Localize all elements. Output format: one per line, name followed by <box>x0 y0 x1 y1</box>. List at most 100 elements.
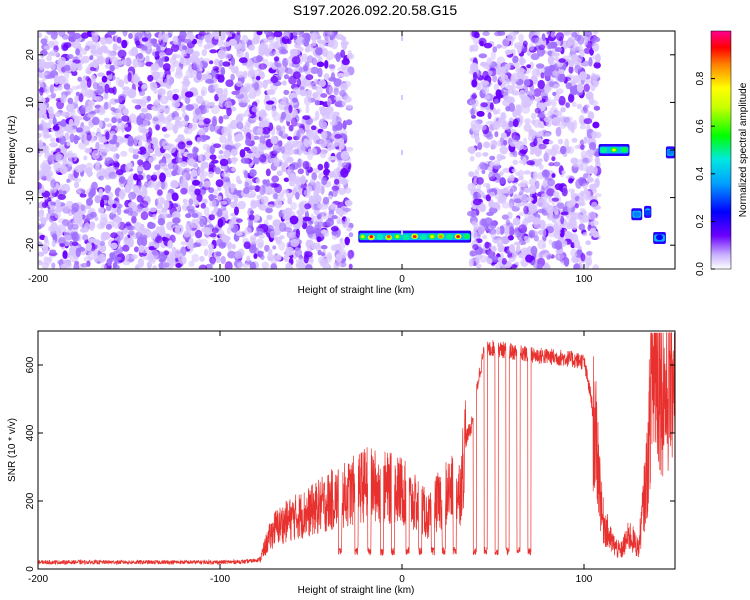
noise-blob <box>96 56 104 65</box>
noise-blob <box>146 174 151 179</box>
noise-blob <box>296 78 302 88</box>
noise-blob <box>468 258 474 267</box>
noise-blob <box>579 207 586 214</box>
noise-blob <box>518 150 527 157</box>
noise-blob <box>50 201 56 207</box>
noise-blob <box>531 68 541 78</box>
noise-blob <box>49 205 55 210</box>
noise-blob <box>587 111 595 121</box>
noise-blob <box>231 167 236 172</box>
noise-blob <box>155 226 161 234</box>
noise-blob <box>160 181 166 190</box>
noise-blob <box>208 164 217 173</box>
noise-blob <box>235 80 243 87</box>
noise-blob <box>555 127 562 137</box>
noise-blob <box>180 178 188 187</box>
noise-blob <box>298 47 304 52</box>
noise-blob <box>491 256 500 263</box>
noise-blob <box>257 127 264 134</box>
noise-blob <box>473 31 480 39</box>
noise-blob <box>292 71 301 80</box>
noise-blob <box>257 250 265 255</box>
noise-blob <box>538 143 547 150</box>
noise-blob <box>270 135 278 145</box>
noise-blob <box>513 241 522 246</box>
signal-track <box>598 144 630 156</box>
noise-blob <box>181 104 187 113</box>
noise-blob <box>482 70 489 81</box>
noise-blob <box>256 227 264 236</box>
noise-blob <box>233 194 238 205</box>
noise-blob <box>340 150 350 161</box>
noise-blob <box>81 32 90 39</box>
noise-blob <box>132 153 139 160</box>
noise-blob <box>583 118 593 125</box>
noise-blob <box>50 31 58 40</box>
noise-blob <box>343 71 350 77</box>
noise-blob <box>316 236 322 243</box>
noise-blob <box>264 31 272 36</box>
noise-blob <box>164 56 170 62</box>
noise-blob <box>159 172 166 183</box>
noise-blob <box>570 157 579 165</box>
noise-blob <box>502 99 511 107</box>
noise-blob <box>103 92 109 100</box>
noise-blob <box>39 64 44 71</box>
noise-blob <box>67 158 73 167</box>
noise-blob <box>239 44 247 50</box>
noise-blob <box>240 86 249 96</box>
noise-blob <box>524 118 531 125</box>
noise-blob <box>509 142 517 147</box>
noise-blob <box>96 85 105 95</box>
noise-blob <box>42 122 51 130</box>
noise-blob <box>273 193 279 200</box>
noise-blob <box>533 220 542 229</box>
noise-blob <box>86 70 92 75</box>
track-peak <box>369 235 374 239</box>
noise-blob <box>580 252 586 262</box>
noise-blob <box>593 105 601 111</box>
noise-blob <box>41 97 46 103</box>
noise-blob <box>71 202 80 212</box>
noise-blob <box>586 250 593 256</box>
noise-blob <box>57 84 63 91</box>
noise-blob <box>156 45 161 52</box>
noise-blob <box>311 57 317 66</box>
spectrogram-noise <box>38 31 602 269</box>
noise-blob <box>501 201 510 209</box>
noise-blob <box>548 81 555 87</box>
noise-blob <box>317 204 324 209</box>
noise-blob <box>592 121 600 129</box>
noise-blob <box>164 48 173 56</box>
noise-blob <box>550 31 556 38</box>
noise-blob <box>321 121 328 129</box>
noise-blob <box>579 124 587 130</box>
noise-blob <box>316 61 325 68</box>
colorbar-tick-label: 0.4 <box>695 166 706 180</box>
y-tick-label: 20 <box>25 49 36 61</box>
noise-blob <box>44 74 53 79</box>
noise-blob <box>541 169 550 178</box>
noise-blob <box>96 132 103 139</box>
noise-blob <box>43 45 50 50</box>
noise-blob <box>239 149 246 158</box>
noise-blob <box>220 256 226 264</box>
noise-blob <box>126 207 133 216</box>
noise-blob <box>583 189 589 198</box>
noise-blob <box>323 73 330 81</box>
noise-blob <box>220 31 228 35</box>
noise-blob <box>504 227 510 235</box>
noise-blob <box>48 225 56 232</box>
noise-blob <box>180 161 188 168</box>
noise-blob <box>207 102 215 106</box>
noise-blob <box>512 159 519 166</box>
noise-blob <box>302 115 311 120</box>
noise-blob <box>290 162 300 170</box>
noise-blob <box>198 128 206 136</box>
noise-blob <box>99 143 104 150</box>
noise-blob <box>224 101 233 109</box>
noise-blob <box>163 167 169 172</box>
noise-blob <box>591 201 598 209</box>
noise-blob <box>197 39 203 48</box>
noise-blob <box>486 211 494 216</box>
